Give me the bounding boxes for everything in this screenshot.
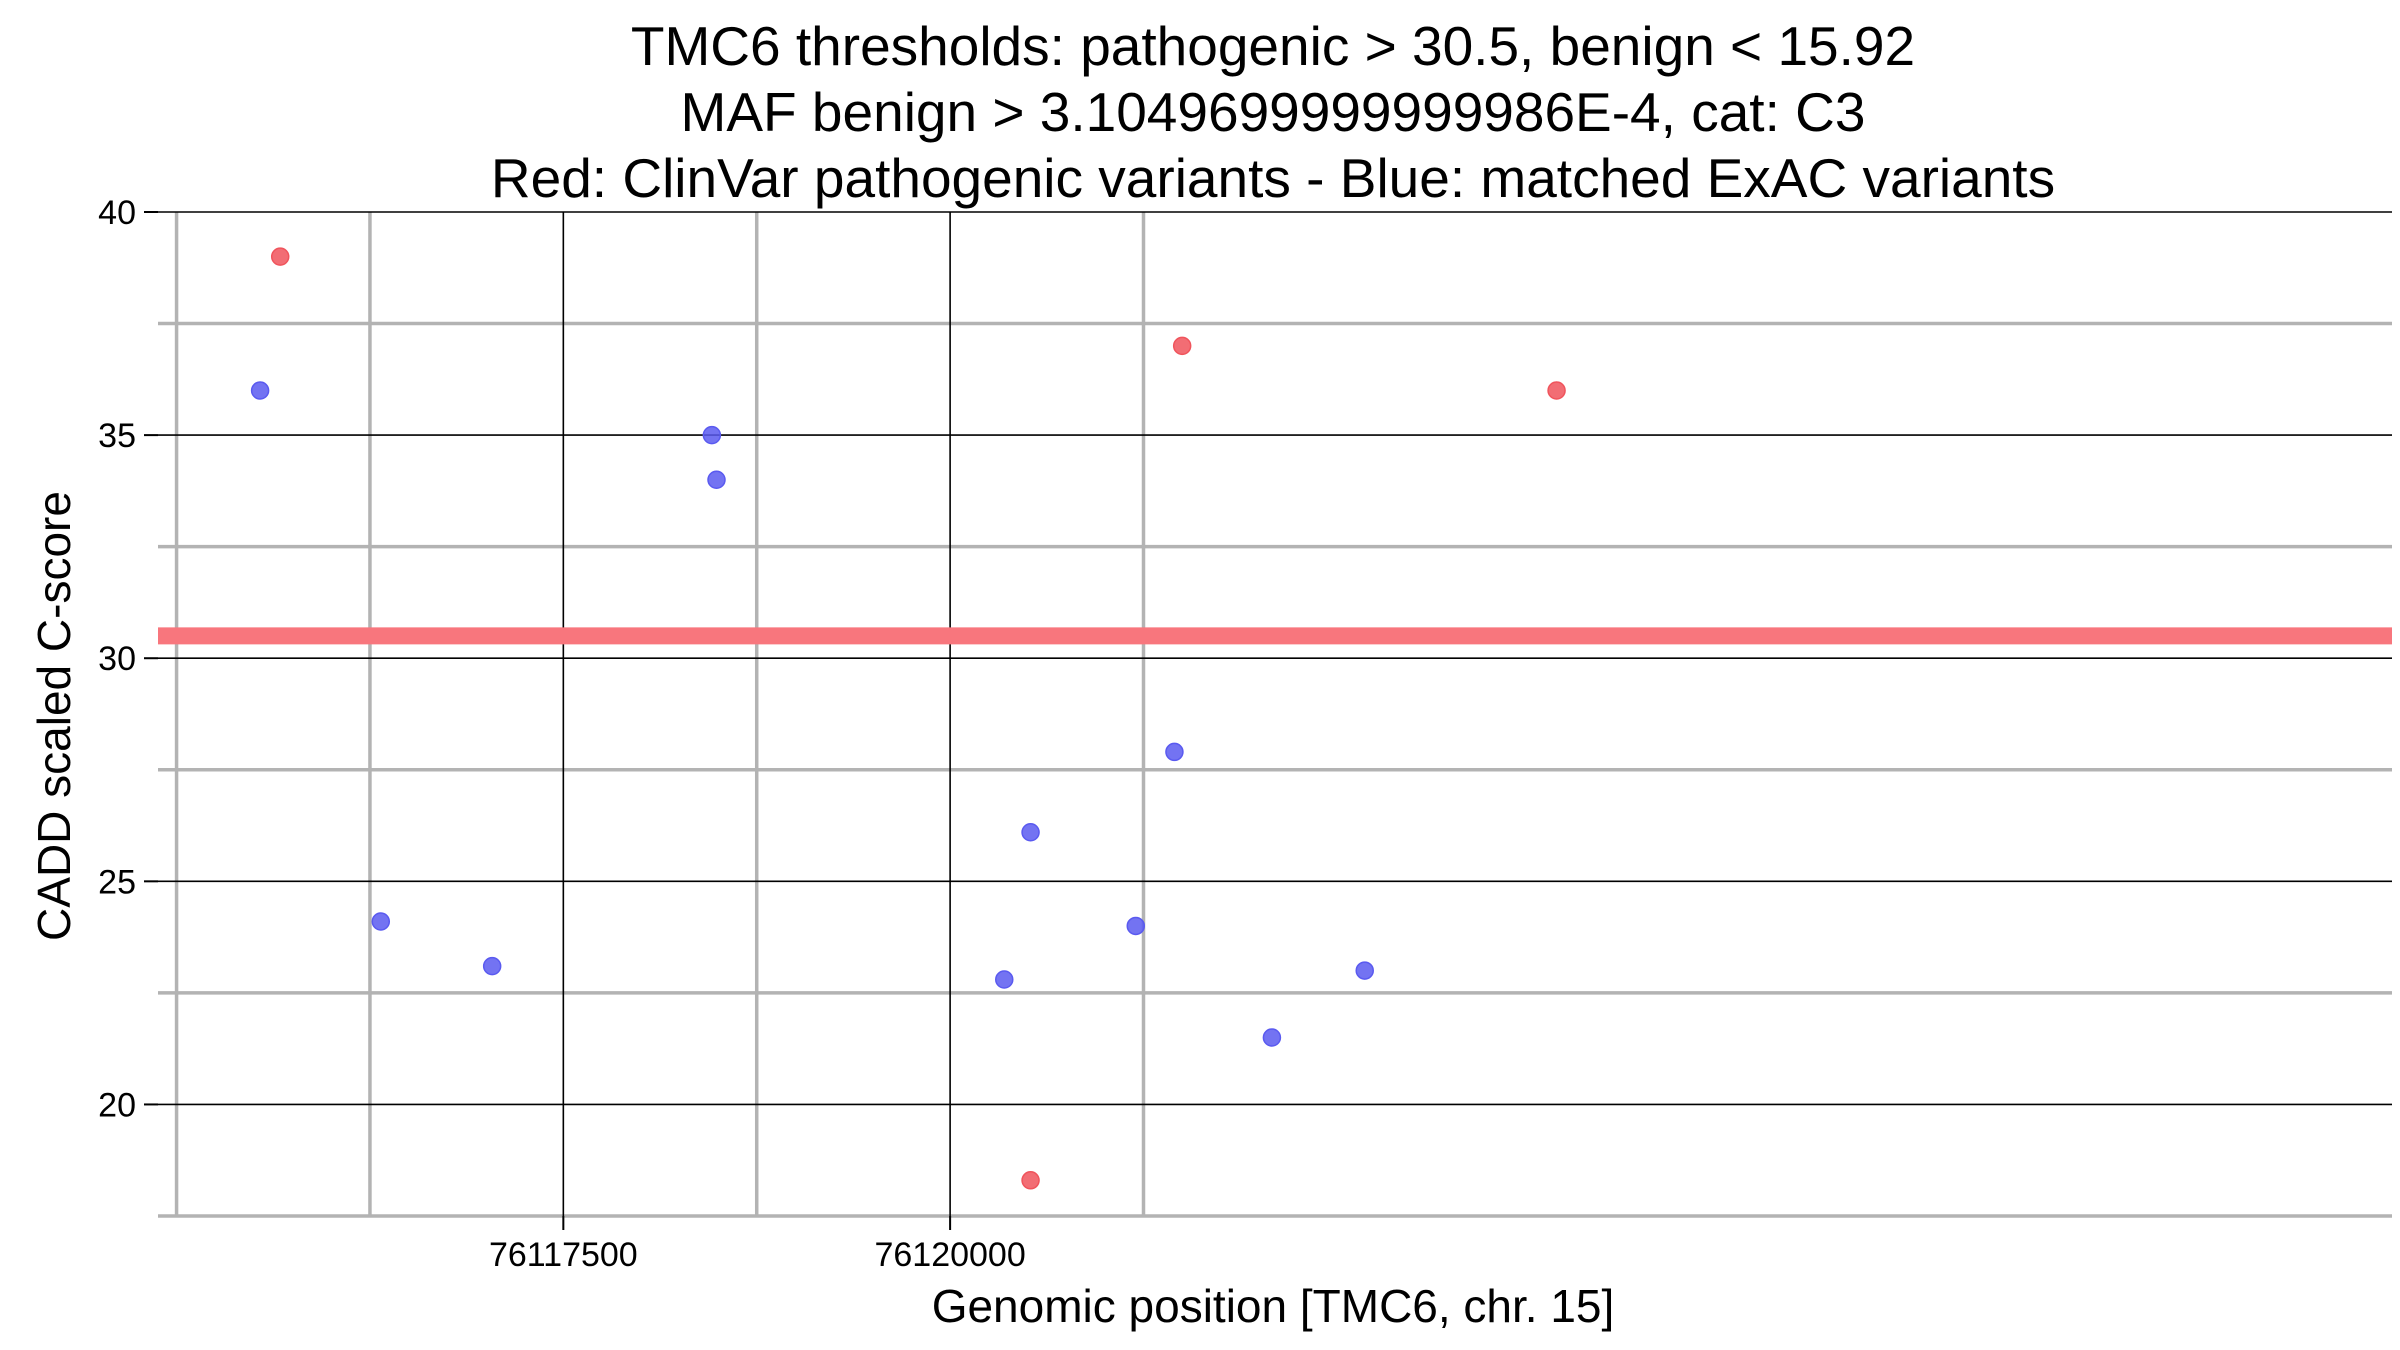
exac-point-2 [707, 470, 726, 489]
x-tick-label-1: 76120000 [874, 1236, 1025, 1274]
x-tick-label-0: 76117500 [489, 1236, 638, 1274]
exac-point-8 [1126, 916, 1146, 936]
exac-point-6 [1165, 742, 1184, 762]
clinvar-point-0 [270, 247, 290, 266]
y-tick-label-0: 20 [98, 1086, 136, 1124]
y-axis-title: CADD scaled C-score [28, 491, 80, 941]
chart-title-line-3: Red: ClinVar pathogenic variants - Blue:… [491, 147, 2055, 209]
y-tick-label-2: 30 [98, 640, 136, 678]
grid [158, 211, 2392, 1218]
exac-point-10 [1355, 961, 1374, 980]
chart-title-line-2: MAF benign > 3.1049699999999986E-4, cat:… [681, 81, 1866, 143]
clinvar-point-3 [1021, 1171, 1040, 1190]
exac-point-1 [702, 425, 722, 445]
axes: 20 25 30 35 40 76117500 76120000 [98, 194, 1026, 1274]
clinvar-point-1 [1172, 336, 1192, 356]
exac-point-4 [482, 956, 502, 976]
exac-point-3 [371, 912, 391, 931]
chart-title-line-1: TMC6 thresholds: pathogenic > 30.5, beni… [631, 15, 1915, 77]
exac-point-7 [995, 970, 1014, 989]
x-axis-title: Genomic position [TMC6, chr. 15] [932, 1280, 1615, 1332]
exac-point-5 [1021, 822, 1040, 842]
exac-point-0 [250, 381, 270, 400]
y-tick-label-3: 35 [98, 417, 136, 455]
exac-point-9 [1262, 1028, 1282, 1047]
clinvar-point-2 [1547, 381, 1566, 400]
y-tick-label-4: 40 [98, 194, 136, 232]
y-tick-label-1: 25 [98, 863, 136, 901]
data-points [250, 247, 1566, 1190]
